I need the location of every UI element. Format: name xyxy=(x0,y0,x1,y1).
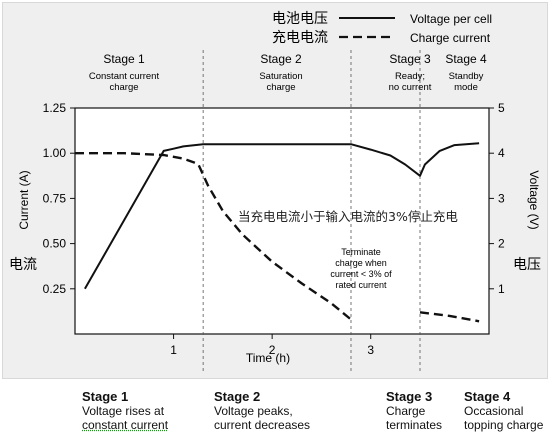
y-right-tick-label-4: 4 xyxy=(498,146,505,160)
stage-2-title: Stage 2 xyxy=(260,52,302,66)
stage-dividers xyxy=(202,50,421,374)
caption-stage-3: Stage 3 Charge terminates xyxy=(386,389,442,432)
caption-stage-2-title: Stage 2 xyxy=(214,389,261,404)
legend: 电池电压 Voltage per cell 充电电流 Charge curren… xyxy=(272,11,492,46)
caption-stage-2-line-2: current decreases xyxy=(214,418,311,432)
stage-3-line-2: no current xyxy=(389,82,432,93)
caption-stage-1: Stage 1 Voltage rises at constant curren… xyxy=(82,389,168,432)
caption-stage-3-line-2: terminates xyxy=(386,418,443,432)
y-right-axis-label: Voltage (V) xyxy=(527,170,541,229)
y-right-tick-label-1: 1 xyxy=(498,282,505,296)
x-tick-label-2: 2 xyxy=(269,343,276,357)
caption-stage-1-title: Stage 1 xyxy=(82,389,129,404)
terminate-line-4: rated current xyxy=(335,280,387,290)
caption-stage-2: Stage 2 Voltage peaks, current decreases xyxy=(214,389,310,432)
overlay-annotation: 当充电电流小于输入电流的3%停止充电 xyxy=(238,209,458,224)
stage-3-line-1: Ready; xyxy=(395,71,425,82)
terminate-line-1: Terminate xyxy=(341,247,381,257)
stage-1-line-2: charge xyxy=(109,82,138,93)
y-right-tick-label-5: 5 xyxy=(498,101,505,115)
caption-stage-1-line-2: constant current xyxy=(82,418,169,432)
y-left-tick-label-5: 1.25 xyxy=(43,101,67,115)
stage-3-title: Stage 3 xyxy=(389,52,431,66)
stage-4-line-2: mode xyxy=(454,82,478,93)
stage-1-title: Stage 1 xyxy=(103,52,145,66)
y-left-tick-label-3: 0.75 xyxy=(43,191,67,205)
y-left-tick-label-2: 0.50 xyxy=(43,237,67,251)
stage-4-title: Stage 4 xyxy=(445,52,487,66)
series-layer xyxy=(75,142,480,323)
series-charge-current-segment-2 xyxy=(419,311,480,323)
x-axis-label: Time (h) xyxy=(246,351,290,365)
y-left-axis-label-zh: 电流 xyxy=(9,257,37,273)
caption-stage-1-line-1: Voltage rises at xyxy=(82,404,165,418)
caption-stage-3-line-1: Charge xyxy=(386,404,426,418)
y-right-tick-label-2: 2 xyxy=(498,237,505,251)
stage-2-line-1: Saturation xyxy=(259,71,302,82)
x-tick-label-3: 3 xyxy=(367,343,374,357)
caption-stage-4-line-2: topping charge xyxy=(464,418,544,432)
y-left-tick-label-4: 1.00 xyxy=(43,146,67,160)
terminate-line-2: charge when xyxy=(335,258,387,268)
axis-ticks: 1 2 3 0.25 0.50 0.75 1.00 1.25 1 2 3 4 5 xyxy=(43,101,505,357)
caption-stage-2-line-1: Voltage peaks, xyxy=(214,404,293,418)
terminate-annotation: Terminate charge when current < 3% of ra… xyxy=(330,247,392,290)
stage-4-line-1: Standby xyxy=(449,71,484,82)
caption-stage-3-title: Stage 3 xyxy=(386,389,433,404)
stage-headers: Stage 1 Constant current charge Stage 2 … xyxy=(89,52,487,93)
y-right-axis-label-zh: 电压 xyxy=(513,257,541,273)
y-left-axis-label: Current (A) xyxy=(17,170,31,229)
series-voltage-per-cell-segment-1 xyxy=(84,142,480,290)
caption-stage-4: Stage 4 Occasional topping charge xyxy=(464,389,543,432)
stage-2-line-2: charge xyxy=(266,82,295,93)
legend-voltage-en: Voltage per cell xyxy=(410,12,492,26)
x-tick-label-1: 1 xyxy=(170,343,177,357)
caption-stage-4-title: Stage 4 xyxy=(464,389,511,404)
stage-1-line-1: Constant current xyxy=(89,71,160,82)
legend-current-zh: 充电电流 xyxy=(272,30,328,46)
terminate-line-3: current < 3% of xyxy=(330,269,392,279)
legend-voltage-zh: 电池电压 xyxy=(272,11,328,27)
caption-stage-4-line-1: Occasional xyxy=(464,404,524,418)
y-left-tick-label-1: 0.25 xyxy=(43,282,67,296)
y-right-tick-label-3: 3 xyxy=(498,191,505,205)
legend-current-en: Charge current xyxy=(410,31,491,45)
